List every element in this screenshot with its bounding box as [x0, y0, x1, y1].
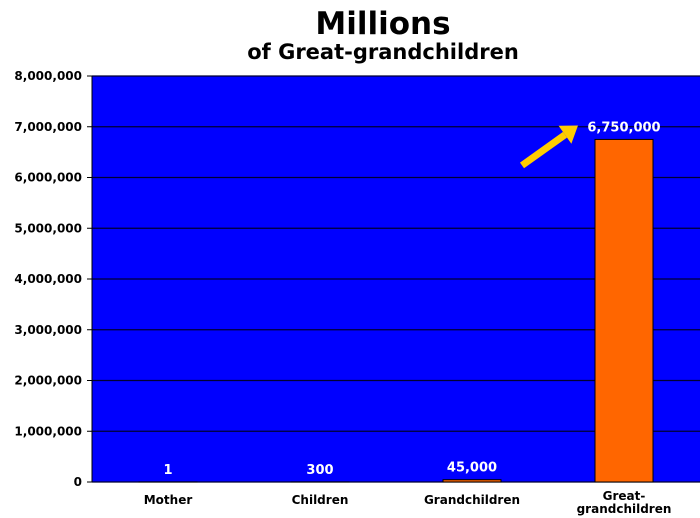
y-tick-label: 8,000,000 — [14, 69, 82, 83]
y-tick-label: 3,000,000 — [14, 323, 82, 337]
y-tick-label: 5,000,000 — [14, 221, 82, 235]
arrow-head — [558, 125, 578, 144]
x-axis-ticks: Mother Children Grandchildren Great-grandch… — [144, 489, 672, 516]
annotation-arrow — [519, 125, 578, 169]
x-tick-label-1: Children — [292, 493, 349, 507]
y-tick-label: 4,000,000 — [14, 272, 82, 286]
y-tick-label: 7,000,000 — [14, 120, 82, 134]
data-label-2: 45,000 — [447, 461, 497, 476]
data-label-3: 6,750,000 — [587, 120, 660, 135]
x-tick-label-2: Grandchildren — [424, 493, 520, 507]
x-tick-label-3: Great-grandchildren — [577, 489, 672, 516]
x-tick-label-0: Mother — [144, 493, 193, 507]
y-axis-ticks: 0 1,000,000 2,000,000 3,000,000 4,000,000 5,0… — [14, 69, 93, 489]
y-tick-label: 6,000,000 — [14, 171, 82, 185]
data-labels: 1 300 45,000 6,750,000 — [163, 120, 660, 478]
y-tick-label: 0 — [74, 475, 82, 489]
bar-3 — [594, 138, 654, 483]
data-label-0: 1 — [163, 463, 172, 478]
chart-title: Millions — [315, 6, 450, 42]
chart-subtitle: of Great-grandchildren — [247, 40, 519, 64]
y-tick-label: 1,000,000 — [14, 424, 82, 438]
arrow-shaft — [519, 131, 568, 169]
data-label-1: 300 — [306, 463, 333, 478]
bar-2 — [442, 479, 502, 483]
bars — [138, 138, 654, 483]
y-tick-label: 2,000,000 — [14, 374, 82, 388]
